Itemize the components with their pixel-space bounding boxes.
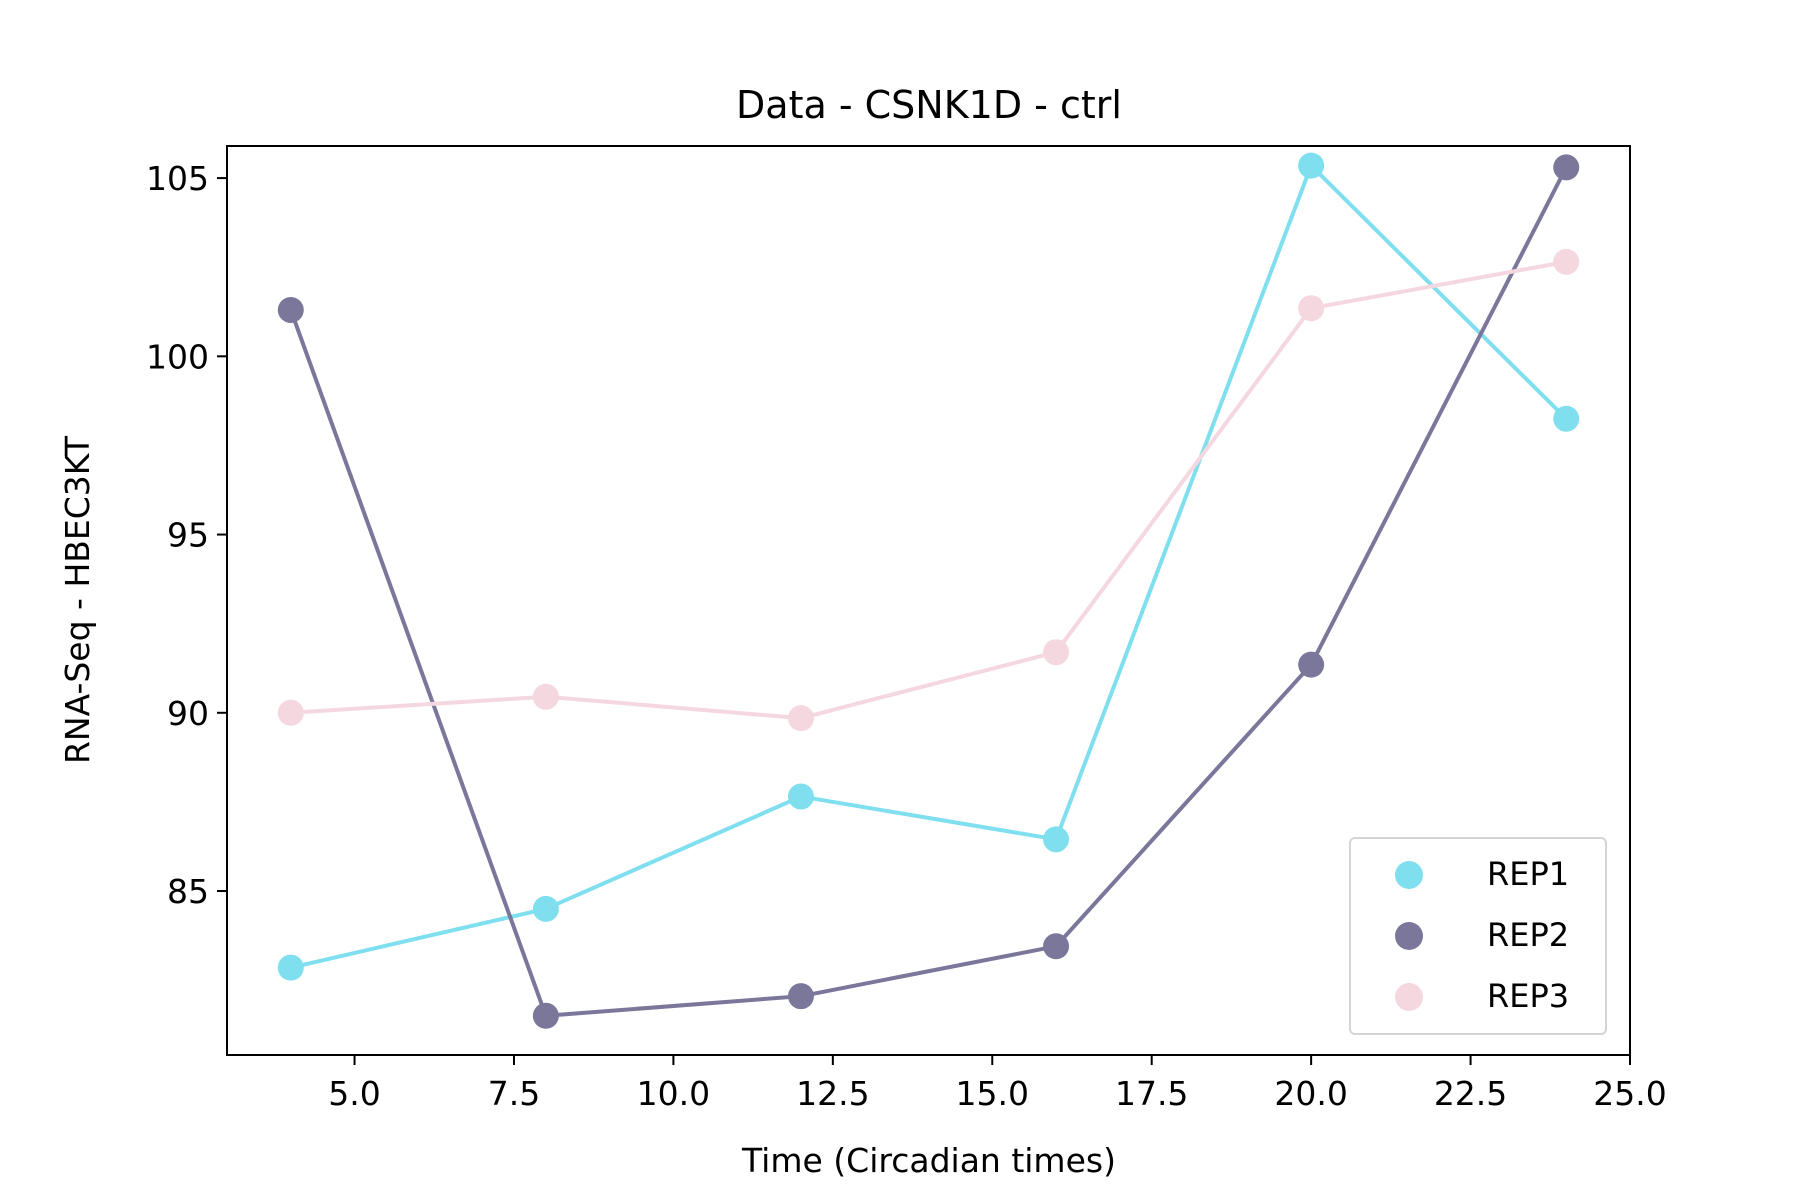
series-line-rep3 (290, 259, 1567, 721)
series-line-rep1 (290, 163, 1568, 970)
legend-marker-rep2 (1395, 922, 1423, 950)
x-axis: 5.0 7.5 10.0 12.5 15.0 17.5 20.0 22.5 25.0 (328, 1055, 1667, 1113)
series-line-rep2 (288, 166, 1569, 1018)
legend-label-rep2: REP2 (1487, 916, 1569, 954)
data-point-rep3 (1298, 295, 1325, 322)
legend-label-rep3: REP3 (1487, 977, 1569, 1015)
data-point-rep3 (1553, 248, 1580, 275)
x-tick-label: 7.5 (488, 1074, 540, 1113)
data-point-rep3 (532, 683, 559, 710)
data-point-rep1 (1043, 826, 1070, 853)
x-tick-label: 25.0 (1593, 1074, 1666, 1113)
x-tick-label: 12.5 (796, 1074, 869, 1113)
data-point-rep2 (1298, 651, 1325, 678)
legend-label-rep1: REP1 (1487, 855, 1569, 893)
chart-title: Data - CSNK1D - ctrl (736, 83, 1122, 127)
legend-marker-rep3 (1395, 983, 1423, 1011)
data-point-rep1 (1298, 152, 1325, 179)
x-tick-label: 20.0 (1274, 1074, 1347, 1113)
y-tick-label: 95 (167, 516, 209, 555)
legend-marker-rep1 (1395, 861, 1423, 889)
data-point-rep2 (1553, 154, 1580, 181)
y-tick-label: 105 (146, 159, 209, 198)
data-point-rep3 (787, 705, 814, 732)
data-point-rep2 (277, 296, 304, 323)
data-point-rep1 (1553, 405, 1580, 432)
data-point-rep3 (277, 699, 304, 726)
data-point-rep2 (532, 1002, 559, 1029)
y-tick-label: 90 (167, 694, 209, 733)
data-point-rep1 (787, 783, 814, 810)
data-point-rep1 (277, 954, 304, 981)
y-tick-label: 85 (167, 872, 209, 911)
y-axis-label: RNA-Seq - HBEC3KT (58, 435, 97, 764)
data-point-rep3 (1043, 639, 1070, 666)
x-tick-label: 17.5 (1115, 1074, 1188, 1113)
y-tick-label: 100 (146, 337, 209, 376)
x-tick-label: 22.5 (1434, 1074, 1507, 1113)
x-tick-label: 15.0 (956, 1074, 1029, 1113)
x-axis-label: Time (Circadian times) (741, 1141, 1116, 1180)
x-tick-label: 10.0 (637, 1074, 710, 1113)
x-tick-label: 5.0 (328, 1074, 380, 1113)
series-layer (277, 152, 1580, 1029)
data-point-rep2 (1043, 933, 1070, 960)
data-point-rep2 (787, 983, 814, 1010)
plot-frame (226, 145, 1631, 1056)
legend: REP1 REP2 REP3 (1349, 837, 1607, 1035)
y-axis: 85 90 95 100 105 (146, 159, 227, 911)
data-point-rep1 (532, 895, 559, 922)
